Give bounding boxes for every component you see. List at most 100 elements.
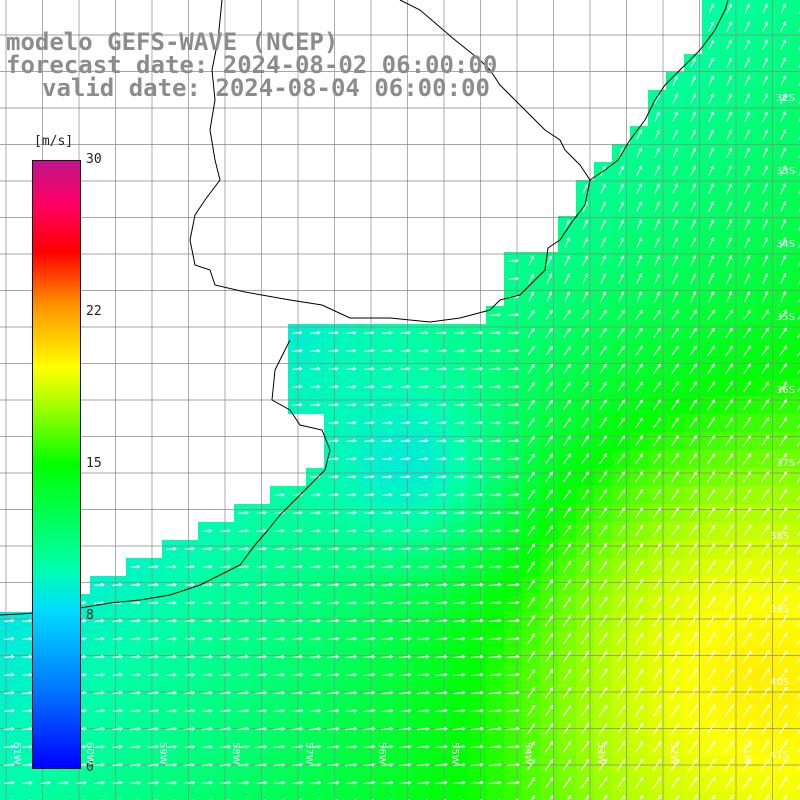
wind-arrow <box>688 686 698 699</box>
wind-arrow <box>545 561 554 573</box>
wind-arrow <box>4 744 15 749</box>
wind-arrow <box>725 399 734 411</box>
wind-arrow <box>417 564 430 569</box>
wind-arrow <box>507 402 520 407</box>
wind-arrow <box>635 327 643 338</box>
wind-arrow <box>527 327 535 338</box>
wind-arrow <box>309 600 322 605</box>
wind-arrow <box>129 780 142 785</box>
wind-arrow <box>489 510 502 515</box>
wind-arrow <box>22 636 33 641</box>
wind-speed-cell <box>36 792 54 800</box>
wind-arrow <box>618 255 624 267</box>
wind-arrow <box>616 596 626 609</box>
wind-arrow <box>129 654 142 659</box>
wind-speed-cell <box>684 792 702 800</box>
wind-arrow <box>724 632 734 646</box>
wind-arrow <box>726 272 733 285</box>
wind-arrow <box>489 600 502 605</box>
wind-arrow <box>452 780 467 785</box>
wind-arrow <box>585 794 590 800</box>
wind-arrow <box>544 632 554 645</box>
wind-arrow <box>762 57 768 68</box>
lon-label: 60W <box>84 742 95 765</box>
wind-arrow <box>706 722 716 735</box>
wind-arrow <box>363 654 376 659</box>
wind-arrow <box>526 704 536 717</box>
wind-arrow <box>488 618 503 623</box>
wind-speed-cell <box>18 792 36 800</box>
wind-arrow <box>453 510 466 515</box>
wind-speed-cell <box>792 540 800 558</box>
wind-speed-cell <box>774 792 792 800</box>
wind-arrow <box>616 524 626 537</box>
wind-arrow <box>453 636 466 641</box>
wind-arrow <box>708 147 714 158</box>
wind-speed-cell <box>792 306 800 324</box>
wind-arrow <box>598 704 608 717</box>
wind-speed-cell <box>792 72 800 90</box>
wind-arrow <box>672 75 678 86</box>
wind-arrow <box>672 201 678 213</box>
wind-arrow <box>706 488 716 501</box>
wind-arrow <box>635 471 644 483</box>
wind-speed-cell <box>720 792 738 800</box>
wind-arrow <box>527 345 535 356</box>
lon-label: 61W <box>11 742 22 765</box>
wind-arrow <box>725 435 734 447</box>
wind-arrow <box>747 794 752 800</box>
wind-arrow <box>726 111 732 122</box>
wind-arrow <box>779 399 788 411</box>
wind-arrow <box>797 423 800 429</box>
wind-arrow <box>219 690 232 695</box>
wind-arrow <box>453 564 466 569</box>
wind-arrow <box>598 524 608 537</box>
wind-arrow <box>310 330 321 335</box>
wind-arrow <box>346 366 357 371</box>
wind-speed-cell <box>792 396 800 414</box>
wind-arrow <box>435 600 448 605</box>
wind-speed-cell <box>792 198 800 216</box>
wind-arrow <box>435 654 448 659</box>
wind-arrow <box>363 726 376 731</box>
wind-speed-cell <box>396 792 414 800</box>
wind-arrow <box>581 525 590 537</box>
wind-arrow <box>689 435 698 447</box>
wind-arrow <box>582 219 588 230</box>
wind-arrow <box>309 780 322 785</box>
wind-arrow <box>527 417 535 428</box>
wind-arrow <box>527 633 536 645</box>
wind-arrow <box>765 794 770 800</box>
wind-arrow <box>708 111 714 122</box>
wind-arrow <box>797 369 800 375</box>
wind-arrow <box>129 726 142 731</box>
wind-arrow <box>381 618 394 623</box>
wind-arrow <box>742 578 752 591</box>
wind-arrow <box>166 582 177 587</box>
wind-arrow <box>111 708 124 713</box>
wind-arrow <box>599 381 607 392</box>
wind-arrow <box>563 453 571 465</box>
wind-arrow <box>796 711 800 718</box>
wind-arrow <box>399 528 412 533</box>
wind-arrow <box>689 345 697 357</box>
wind-arrow <box>345 636 358 641</box>
wind-arrow <box>527 489 535 500</box>
wind-arrow <box>255 618 268 623</box>
wind-arrow <box>616 704 626 717</box>
coastline <box>0 0 729 616</box>
wind-arrow <box>470 654 485 659</box>
wind-arrow <box>417 672 430 677</box>
wind-arrow <box>417 366 430 371</box>
wind-speed-cell <box>72 792 90 800</box>
wind-arrow <box>760 452 770 465</box>
wind-arrow <box>381 600 394 605</box>
wind-arrow <box>762 93 768 104</box>
wind-arrow <box>381 744 394 749</box>
wind-arrow <box>652 722 662 735</box>
wind-arrow <box>417 528 430 533</box>
wind-arrow <box>725 345 733 357</box>
wind-arrow <box>417 780 430 785</box>
wind-arrow <box>544 668 554 681</box>
wind-arrow <box>708 93 714 104</box>
